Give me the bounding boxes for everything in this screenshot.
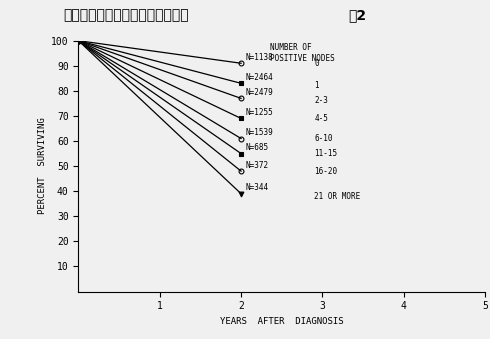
Text: 2-3: 2-3 [314,96,328,105]
Text: 6-10: 6-10 [314,134,333,143]
Text: N=344: N=344 [245,183,268,193]
Text: N=1138: N=1138 [245,53,273,62]
Text: 図2: 図2 [348,8,366,22]
Text: N=372: N=372 [245,161,268,170]
Text: 4-5: 4-5 [314,114,328,123]
Text: 16-20: 16-20 [314,167,338,176]
Text: NUMBER OF
POSITIVE NODES: NUMBER OF POSITIVE NODES [270,43,334,63]
Text: 21 OR MORE: 21 OR MORE [314,192,361,201]
Text: 1: 1 [314,81,319,90]
Text: N=685: N=685 [245,143,268,152]
Text: 11-15: 11-15 [314,149,338,158]
Text: N=1255: N=1255 [245,108,273,117]
Text: 0: 0 [314,59,319,68]
Text: N=2464: N=2464 [245,73,273,82]
Y-axis label: PERCENT  SURVIVING: PERCENT SURVIVING [38,118,47,215]
Text: N=2479: N=2479 [245,88,273,97]
Text: 腋窩リンパ節の転移個数別生存率: 腋窩リンパ節の転移個数別生存率 [64,8,189,22]
X-axis label: YEARS  AFTER  DIAGNOSIS: YEARS AFTER DIAGNOSIS [220,317,343,326]
Text: N=1539: N=1539 [245,128,273,137]
